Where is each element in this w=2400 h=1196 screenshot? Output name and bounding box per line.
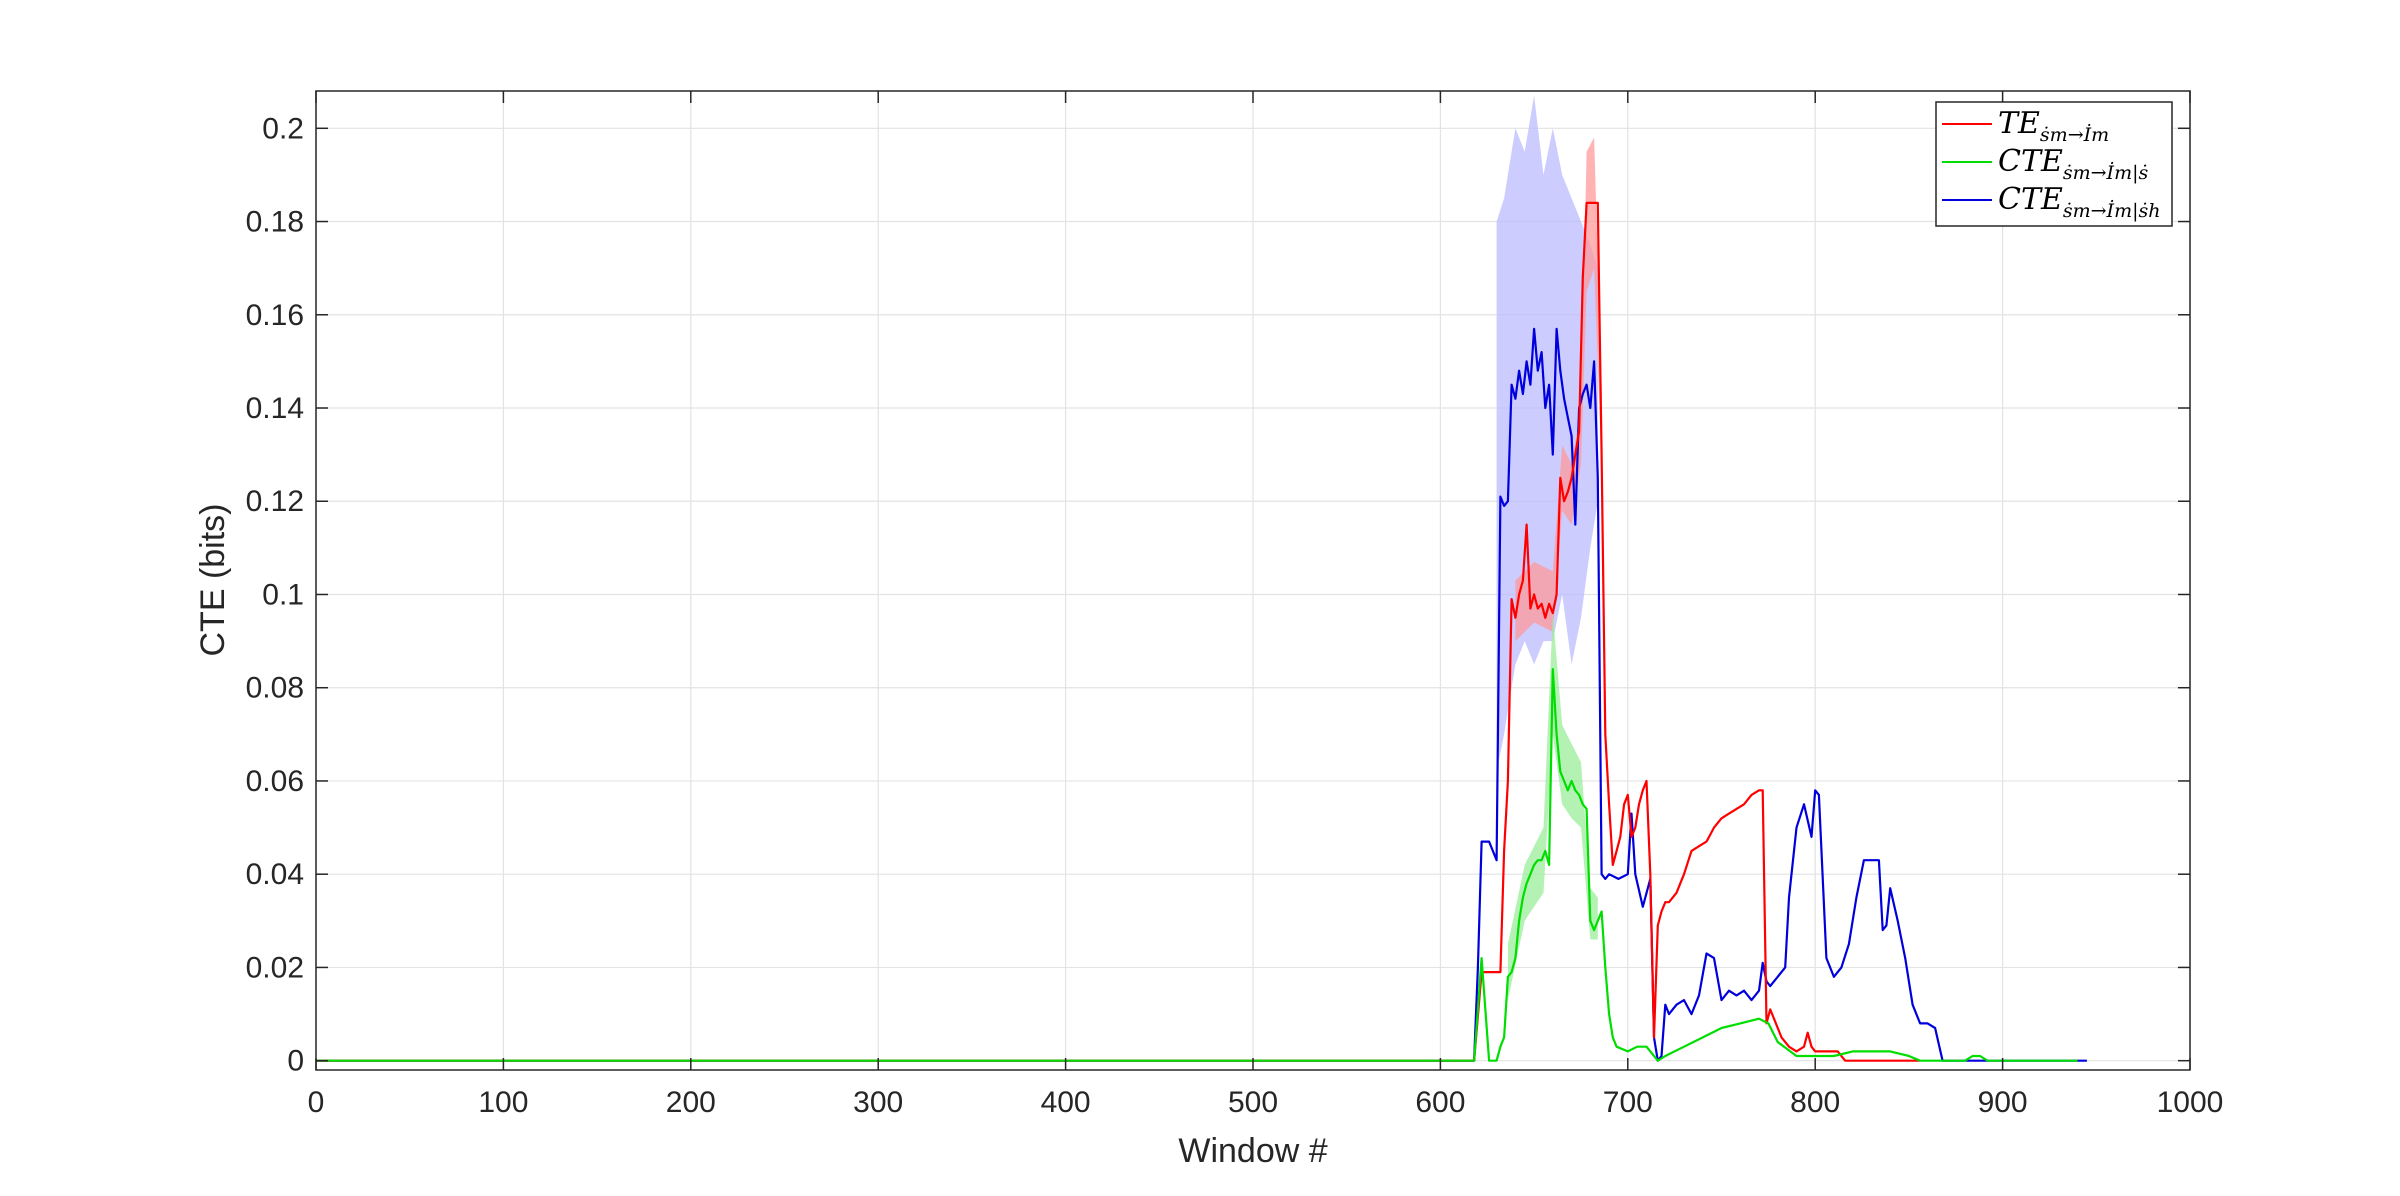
x-tick-label: 400 [1041, 1086, 1091, 1119]
x-axis-label: Window # [1178, 1132, 1327, 1170]
x-tick-label: 100 [478, 1086, 528, 1119]
x-tick-label: 900 [1978, 1086, 2028, 1119]
cte-s-band [1507, 613, 1598, 1001]
y-tick-label: 0.18 [246, 206, 304, 239]
y-tick-label: 0.04 [246, 858, 304, 891]
cte-sh-series-line [316, 327, 2087, 1062]
x-tick-labels: 0 100 200 300 400 500 600 700 800 900 1000 [308, 1086, 2224, 1119]
y-tick-labels: 0 0.02 0.04 0.06 0.08 0.1 0.12 0.14 0.16 0.18 0.2 [246, 112, 304, 1077]
legend-entry-cte-sh: CTEṡm→İm|ṡh [1998, 182, 2160, 222]
y-tick-label: 0.12 [246, 485, 304, 518]
x-tick-label: 600 [1415, 1086, 1465, 1119]
y-tick-label: 0.02 [246, 951, 304, 984]
y-tick-label: 0.14 [246, 392, 304, 425]
x-tick-label: 200 [666, 1086, 716, 1119]
legend-box [1935, 101, 2173, 227]
x-tick-label: 1000 [2157, 1086, 2224, 1119]
te-series-line [316, 201, 1921, 1062]
y-tick-label: 0 [287, 1045, 304, 1078]
legend-entry-te-subscript: ṡm→İm [2040, 123, 2109, 146]
y-tick-label: 0.2 [262, 112, 304, 145]
legend-entry-cte-sh-main: CTE [1998, 182, 2063, 217]
legend-entry-cte-s-main: CTE [1998, 144, 2063, 179]
x-tick-label: 300 [853, 1086, 903, 1119]
y-tick-label: 0.16 [246, 299, 304, 332]
x-tick-label: 800 [1790, 1086, 1840, 1119]
legend-entry-te-main: TE [1998, 106, 2040, 141]
y-tick-label: 0.06 [246, 765, 304, 798]
series-lines [316, 201, 2087, 1062]
x-tick-label: 0 [308, 1086, 325, 1119]
legend-entry-cte-s-subscript: ṡm→İm|ṡ [2063, 161, 2149, 184]
y-tick-label: 0.1 [262, 578, 304, 611]
axis-ticks [315, 91, 2191, 1070]
y-axis-label: CTE (bits) [194, 504, 232, 657]
x-tick-label: 500 [1228, 1086, 1278, 1119]
legend-entry-cte-s: CTEṡm→İm|ṡ [1998, 144, 2148, 184]
x-tick-label: 700 [1603, 1086, 1653, 1119]
legend-entry-te: TEṡm→İm [1998, 106, 2109, 146]
cte-s-series-line [316, 667, 2078, 1062]
legend-entry-cte-sh-subscript: ṡm→İm|ṡh [2063, 199, 2161, 222]
y-tick-label: 0.08 [246, 672, 304, 705]
